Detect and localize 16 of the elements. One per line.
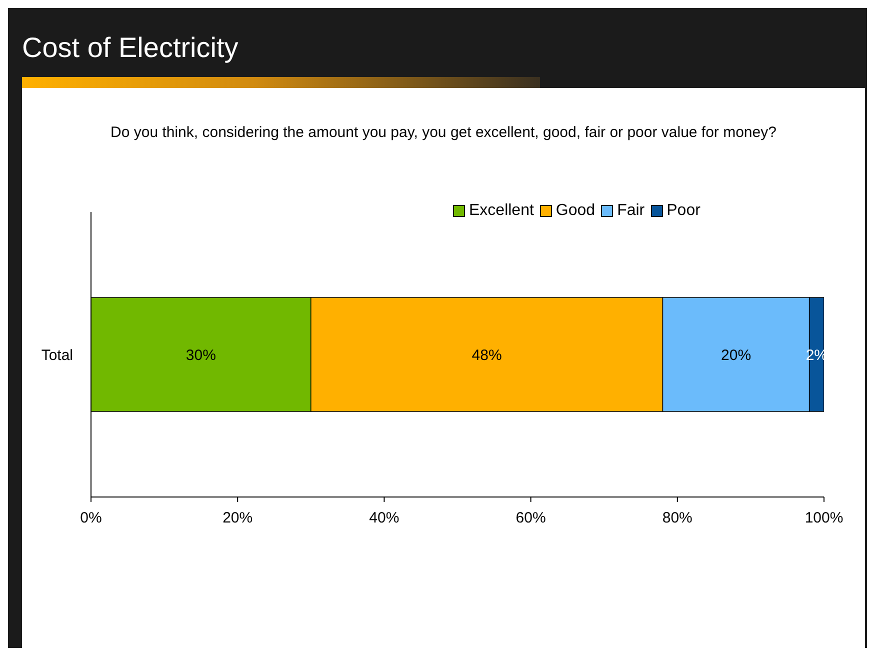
chart-subtitle: Do you think, considering the amount you pay, you get excellent, good, fair or poor value for money? <box>110 124 778 141</box>
x-tick-label: 100% <box>804 510 844 527</box>
x-tick-label: 0% <box>80 510 102 527</box>
x-tick-label: 60% <box>516 510 546 527</box>
data-label: 30% <box>186 346 216 364</box>
x-tick-label: 20% <box>222 510 253 527</box>
legend-label: Excellent <box>469 202 534 220</box>
data-label: 20% <box>721 346 752 364</box>
legend-label: Good <box>556 202 596 220</box>
legend-label: Poor <box>666 202 700 220</box>
x-tick-label: 40% <box>369 510 400 527</box>
x-tick-label: 80% <box>662 510 692 527</box>
chart-title: Cost of Electricity <box>22 32 238 63</box>
data-label: 48% <box>472 346 502 364</box>
legend-label: Fair <box>617 202 645 220</box>
y-tick-label: Total <box>41 346 73 364</box>
